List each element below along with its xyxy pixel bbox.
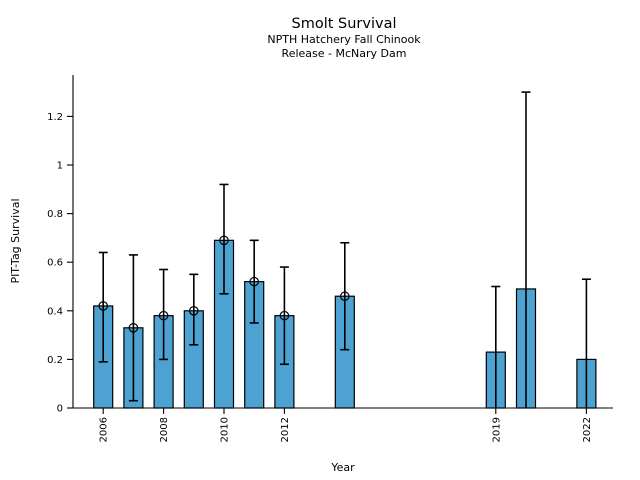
point-marker-2011 xyxy=(249,276,259,287)
point-marker-2007 xyxy=(128,323,139,333)
x-axis-ticks: 2006 2008 2010 2012 2019 2022 xyxy=(99,408,593,442)
error-bars-group xyxy=(98,91,591,408)
chart-title: Smolt Survival xyxy=(292,16,397,32)
point-marker-2006 xyxy=(98,301,108,311)
y-axis-ticks: 0 0.2 0.4 0.6 0.8 1 1.2 xyxy=(47,112,73,415)
y-axis-label: PIT-Tag Survival xyxy=(9,198,22,283)
x-tick-label: 2006 xyxy=(99,417,110,442)
y-tick-label: 0.6 xyxy=(47,258,63,269)
point-marker-2009 xyxy=(189,305,199,316)
y-tick-label: 0.8 xyxy=(47,209,63,220)
x-tick-label: 2019 xyxy=(491,417,502,442)
x-tick-label: 2010 xyxy=(220,417,231,442)
bars-group xyxy=(93,239,597,409)
chart-subtitle-line2: Release - McNary Dam xyxy=(282,47,407,60)
x-axis-label: Year xyxy=(330,461,355,474)
point-marker-2008 xyxy=(158,310,169,321)
point-marker-2012 xyxy=(279,310,290,321)
point-marker-2010 xyxy=(219,235,229,246)
y-tick-label: 0.2 xyxy=(47,355,63,366)
y-tick-label: 0 xyxy=(57,404,63,415)
point-marker-2014 xyxy=(339,291,350,302)
y-tick-label: 1.2 xyxy=(47,112,63,123)
y-tick-label: 1 xyxy=(57,161,63,172)
chart-subtitle-line1: NPTH Hatchery Fall Chinook xyxy=(267,33,421,46)
x-tick-label: 2022 xyxy=(582,417,593,442)
x-tick-label: 2012 xyxy=(280,417,291,442)
x-tick-label: 2008 xyxy=(159,417,170,442)
y-tick-label: 0.4 xyxy=(47,306,63,317)
